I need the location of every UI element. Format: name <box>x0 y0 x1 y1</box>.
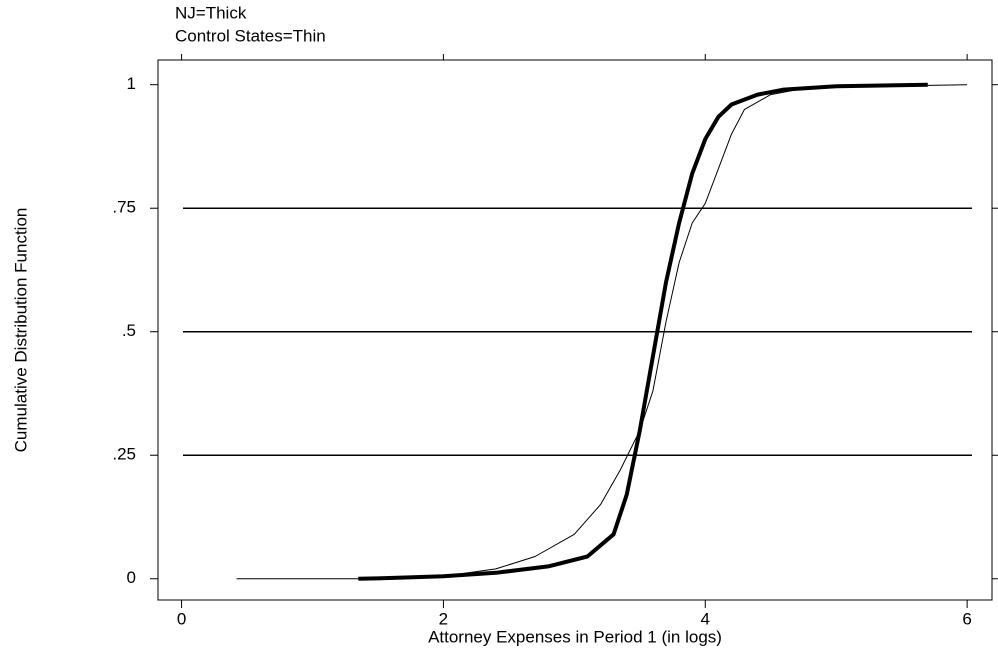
x-tick-label: 4 <box>701 609 710 628</box>
y-axis-title: Cumulative Distribution Function <box>11 208 30 453</box>
x-tick-label: 6 <box>962 609 971 628</box>
y-tick-label: .25 <box>112 445 136 464</box>
cdf-line <box>236 84 968 580</box>
annotation: Control States=Thin <box>175 26 326 45</box>
plot-frame <box>157 59 993 601</box>
x-tick-label: 0 <box>177 609 186 628</box>
x-tick-label: 2 <box>439 609 448 628</box>
cdf-line <box>358 82 928 581</box>
y-tick-label: 1 <box>127 74 136 93</box>
y-tick-label: .75 <box>112 198 136 217</box>
annotation: NJ=Thick <box>175 3 247 22</box>
x-axis-title: Attorney Expenses in Period 1 (in logs) <box>428 627 722 646</box>
y-tick-label: 0 <box>127 568 136 587</box>
y-tick-label: .5 <box>122 321 136 340</box>
